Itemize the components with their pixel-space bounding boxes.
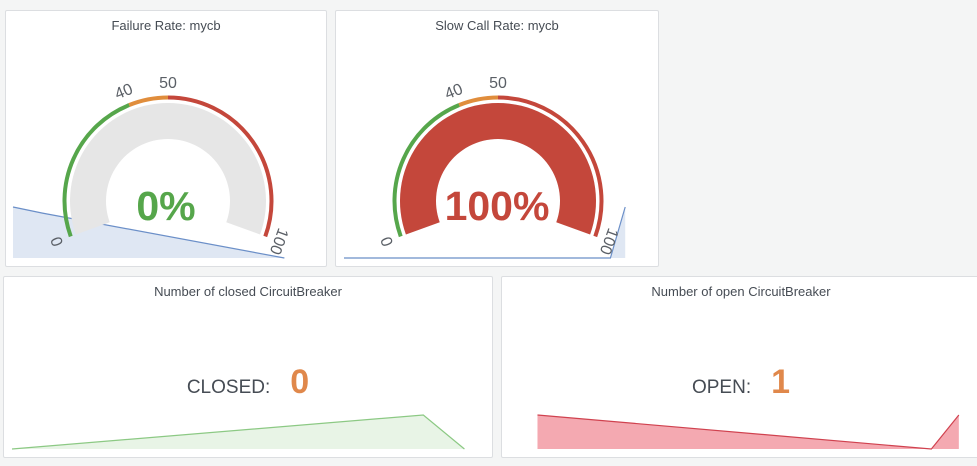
gauge-threshold-label-50: 50 — [159, 75, 177, 92]
threshold-band-green — [62, 103, 130, 238]
stat-value: 1 — [771, 363, 791, 401]
gauge-threshold-label-40: 40 — [443, 81, 466, 103]
open-sparkline — [537, 414, 960, 450]
slow-call-rate-gauge: 0 40 50 100 — [378, 75, 621, 257]
threshold-band-orange — [458, 95, 499, 107]
stat-prefix: CLOSED: — [186, 377, 271, 398]
sparkline-area — [12, 415, 465, 449]
sparkline-line — [11, 414, 465, 450]
sparkline-line — [12, 206, 285, 259]
panel-title[interactable]: Number of closed CircuitBreaker — [154, 284, 342, 299]
gauge-min-label: 0 — [378, 234, 397, 248]
panel-closed-circuitbreaker[interactable]: Number of closed CircuitBreaker CLOSED: … — [3, 276, 493, 458]
panel-title[interactable]: Failure Rate: mycb — [111, 18, 221, 33]
panel-title[interactable]: Slow Call Rate: mycb — [435, 18, 559, 33]
gauge-value: 100% — [444, 183, 550, 229]
stat-row: CLOSED: 0 — [4, 363, 492, 402]
gauge-max-label: 100 — [266, 226, 291, 257]
gauge-threshold-label-40: 40 — [113, 81, 136, 103]
sparkline-line — [537, 414, 960, 450]
gauge-threshold-label-50: 50 — [489, 75, 507, 92]
stat-prefix: OPEN: — [691, 377, 752, 398]
gauge-fill — [400, 102, 596, 235]
gauge-value: 0% — [136, 183, 196, 229]
threshold-band-green — [392, 103, 460, 238]
sparkline-area — [13, 207, 285, 258]
sparkline-area — [537, 415, 959, 449]
threshold-band-orange — [128, 95, 169, 107]
stat-value: 0 — [290, 363, 310, 401]
gauge-track — [69, 102, 266, 235]
stat-row: OPEN: 1 — [502, 363, 977, 402]
closed-sparkline — [11, 414, 465, 450]
panel-failure-rate[interactable]: Failure Rate: mycb 0 40 50 100 0% — [5, 10, 327, 267]
gauge-max-label: 100 — [596, 226, 621, 257]
panel-open-circuitbreaker[interactable]: Number of open CircuitBreaker OPEN: 1 — [501, 276, 977, 458]
panel-title[interactable]: Number of open CircuitBreaker — [651, 284, 831, 299]
gauge-min-label: 0 — [48, 234, 67, 248]
threshold-band-red — [167, 95, 274, 238]
slow-call-rate-sparkline — [344, 206, 626, 259]
failure-rate-gauge: 0 40 50 100 — [48, 75, 291, 257]
sparkline-line — [344, 206, 626, 259]
threshold-band-red — [497, 95, 604, 238]
failure-rate-sparkline — [12, 206, 285, 259]
panel-slow-call-rate[interactable]: Slow Call Rate: mycb 0 40 50 100 100% — [335, 10, 659, 267]
